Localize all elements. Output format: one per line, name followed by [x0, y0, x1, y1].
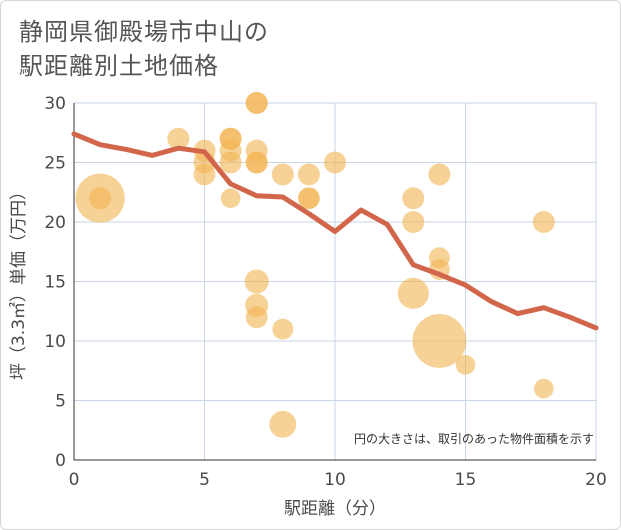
data-point: [297, 163, 320, 186]
x-tick-label: 5: [199, 470, 210, 490]
y-tick-label: 10: [44, 332, 66, 352]
chart-title: 静岡県御殿場市中山の 駅距離別土地価格: [19, 15, 269, 83]
y-tick-label: 5: [55, 392, 66, 412]
data-point: [220, 188, 241, 209]
title-line-2: 駅距離別土地価格: [19, 52, 219, 80]
trend-line: [71, 131, 599, 331]
data-point: [533, 378, 554, 399]
data-point: [428, 163, 451, 186]
y-tick-label: 0: [55, 451, 66, 471]
data-point: [193, 163, 216, 186]
x-tick-label: 10: [324, 470, 346, 490]
data-point: [402, 211, 425, 233]
x-axis-title: 駅距離（分）: [284, 499, 386, 519]
y-tick-label: 15: [44, 273, 66, 293]
y-axis-title: 坪（3.3㎡）単価（万円）: [9, 183, 29, 380]
data-point: [402, 187, 425, 210]
y-tick-label: 25: [44, 154, 66, 174]
size-note: 円の大きさは、取引のあった物件面積を示す: [354, 431, 594, 446]
data-point: [244, 269, 269, 294]
title-line-1: 静岡県御殿場市中山の: [19, 18, 269, 46]
data-point: [269, 410, 297, 438]
data-point: [298, 187, 320, 209]
data-point: [324, 151, 346, 174]
data-point: [89, 187, 112, 210]
y-tick-label: 20: [44, 213, 66, 233]
x-tick-label: 0: [69, 470, 80, 490]
data-point: [271, 163, 294, 186]
data-point: [245, 151, 268, 174]
data-point: [245, 92, 268, 114]
x-tick-label: 20: [585, 470, 607, 490]
x-tick-label: 15: [455, 470, 477, 490]
data-point: [219, 151, 242, 174]
y-tick-label: 30: [44, 94, 66, 114]
data-point: [397, 277, 429, 309]
data-point: [532, 211, 555, 233]
data-point: [412, 314, 467, 368]
data-point: [167, 127, 190, 150]
data-point: [245, 306, 268, 329]
data-point: [455, 354, 476, 375]
data-point: [272, 318, 294, 340]
